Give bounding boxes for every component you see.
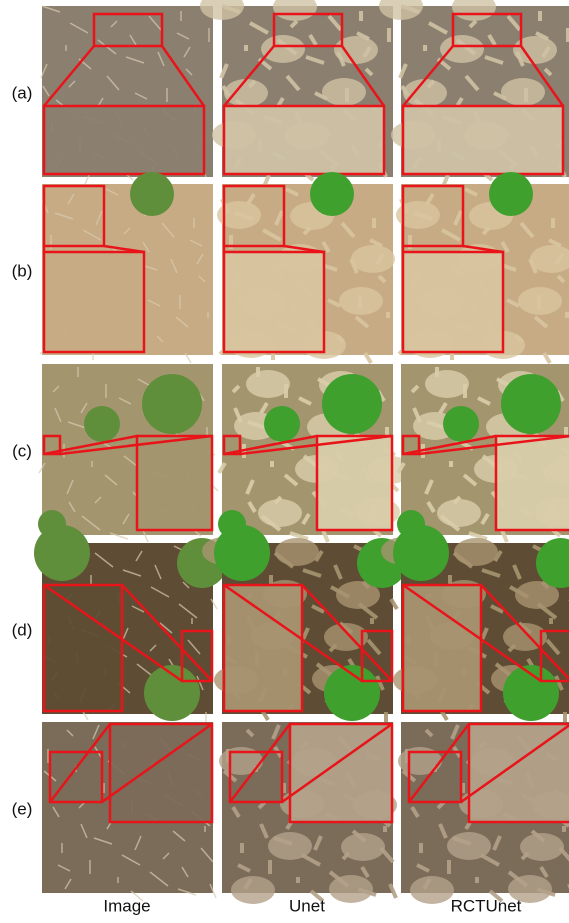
leaf bbox=[264, 406, 300, 442]
image-tile bbox=[41, 6, 213, 189]
leaf bbox=[501, 374, 561, 434]
zoom-inset bbox=[44, 106, 204, 174]
mask-patch bbox=[334, 36, 378, 64]
image-tile bbox=[34, 525, 227, 726]
leaf bbox=[34, 525, 90, 581]
mask-patch bbox=[275, 538, 319, 566]
mask-patch bbox=[231, 876, 275, 904]
zoom-inset bbox=[110, 724, 212, 822]
image-tile bbox=[200, 0, 393, 189]
mask-patch bbox=[440, 35, 484, 63]
zoom-inset bbox=[44, 585, 122, 711]
zoom-inset bbox=[44, 252, 144, 352]
mask-patch bbox=[447, 832, 491, 860]
zoom-inset bbox=[137, 436, 212, 530]
image-tile bbox=[40, 172, 213, 363]
mask-patch bbox=[513, 36, 557, 64]
zoom-inset bbox=[290, 724, 392, 822]
zoom-inset bbox=[224, 106, 384, 174]
row-label: (d) bbox=[12, 620, 33, 639]
mask-patch bbox=[246, 370, 290, 398]
zoom-inset bbox=[317, 436, 392, 530]
zoom-inset bbox=[469, 724, 569, 822]
mask-patch bbox=[410, 876, 454, 904]
leaf bbox=[214, 525, 270, 581]
mask-patch bbox=[437, 499, 481, 527]
image-tile bbox=[398, 722, 569, 904]
leaf bbox=[393, 525, 449, 581]
mask-patch bbox=[268, 832, 312, 860]
zoom-inset bbox=[496, 436, 569, 530]
zoom-inset bbox=[224, 252, 324, 352]
mask-patch bbox=[261, 35, 305, 63]
mask-patch bbox=[339, 287, 383, 315]
column-label: RCTUnet bbox=[451, 896, 522, 915]
zoom-inset bbox=[403, 106, 563, 174]
column-label: Image bbox=[103, 896, 150, 915]
zoom-inset bbox=[403, 585, 481, 711]
image-tile bbox=[381, 525, 569, 726]
zoom-inset bbox=[224, 585, 302, 711]
image-tile bbox=[397, 364, 569, 542]
row-label: (a) bbox=[12, 83, 33, 102]
leaf bbox=[310, 172, 354, 216]
leaf bbox=[443, 406, 479, 442]
image-tile bbox=[379, 0, 569, 189]
image-tile bbox=[38, 364, 218, 542]
leaf bbox=[84, 406, 120, 442]
zoom-inset bbox=[403, 252, 503, 352]
leaf bbox=[130, 172, 174, 216]
mask-patch bbox=[454, 538, 498, 566]
image-tile bbox=[219, 722, 397, 904]
image-grid bbox=[34, 0, 569, 904]
leaf bbox=[142, 374, 202, 434]
image-tile bbox=[42, 722, 216, 901]
mask-patch bbox=[341, 833, 385, 861]
image-tile bbox=[217, 172, 395, 363]
mask-patch bbox=[351, 245, 395, 273]
mask-patch bbox=[258, 499, 302, 527]
mask-patch bbox=[329, 875, 373, 903]
column-label: Unet bbox=[289, 896, 325, 915]
row-label: (c) bbox=[12, 441, 32, 460]
row-label: (b) bbox=[12, 261, 33, 280]
leaf bbox=[322, 374, 382, 434]
mask-patch bbox=[425, 370, 469, 398]
mask-patch bbox=[518, 287, 562, 315]
mask-patch bbox=[520, 833, 564, 861]
mask-patch bbox=[224, 79, 268, 107]
image-tile bbox=[396, 172, 569, 363]
mask-patch bbox=[501, 78, 545, 106]
row-label: (e) bbox=[12, 799, 33, 818]
mask-patch bbox=[403, 79, 447, 107]
texture bbox=[390, 884, 396, 898]
figure: (a) (b) (c) (d) (e) Image Unet RCTUnet bbox=[0, 0, 569, 918]
mask-patch bbox=[322, 78, 366, 106]
image-tile bbox=[202, 525, 407, 726]
leaf bbox=[489, 172, 533, 216]
image-tile bbox=[218, 364, 412, 542]
